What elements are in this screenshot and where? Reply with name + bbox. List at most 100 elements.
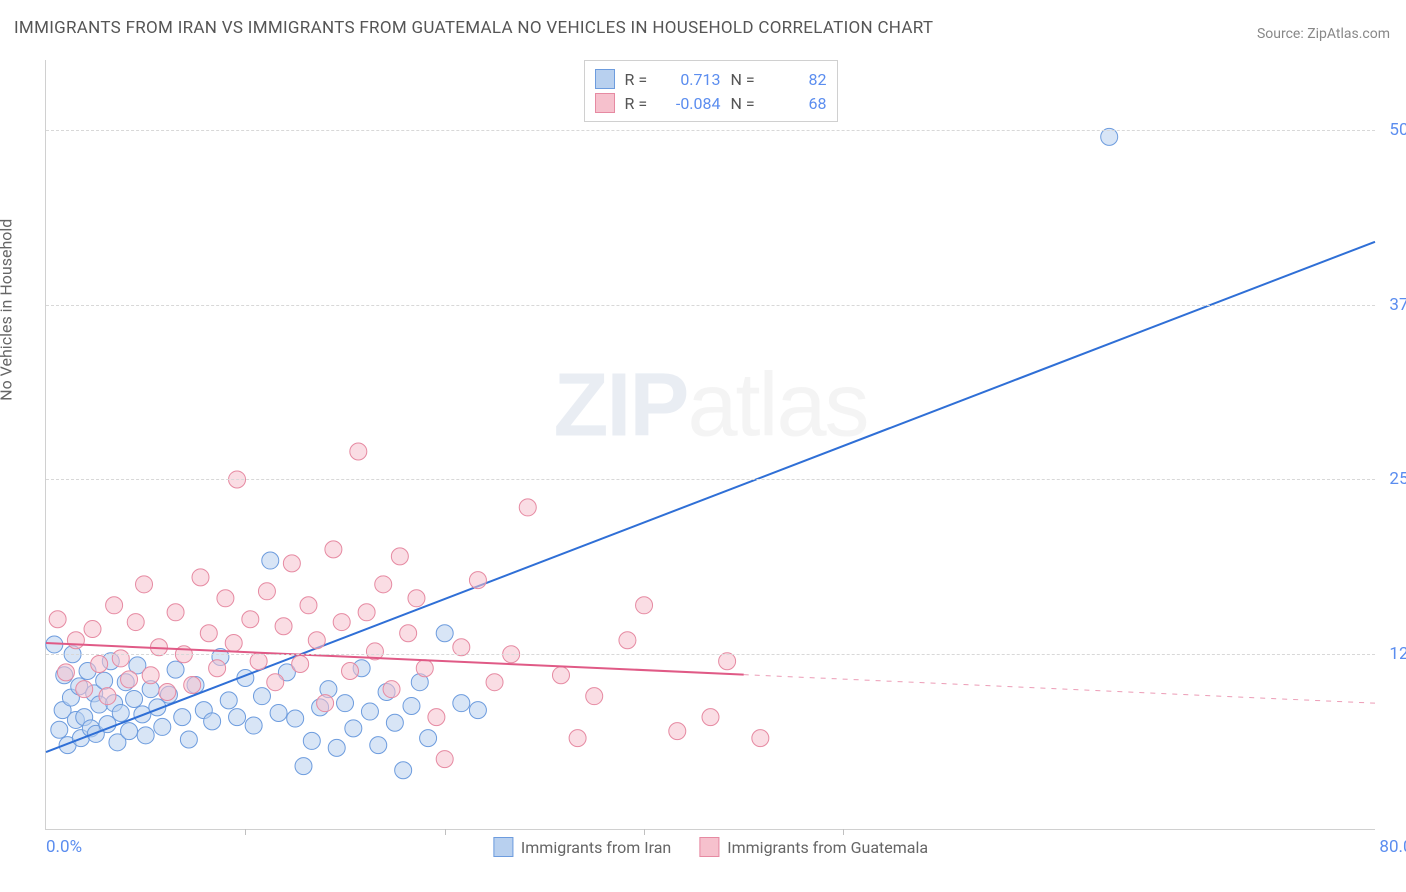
series-legend: Immigrants from Iran Immigrants from Gua… xyxy=(493,837,928,857)
data-point xyxy=(1101,128,1118,145)
data-point xyxy=(209,660,226,677)
data-point xyxy=(267,674,284,691)
data-point xyxy=(636,597,653,614)
data-point xyxy=(400,625,417,642)
data-point xyxy=(317,695,334,712)
data-point xyxy=(229,709,246,726)
data-point xyxy=(121,723,138,740)
data-point xyxy=(270,704,287,721)
data-point xyxy=(375,576,392,593)
y-tick-label: 37.5% xyxy=(1389,295,1406,315)
plot-area: ZIPatlas R = 0.713 N = 82 R = -0.084 N =… xyxy=(45,60,1375,830)
data-point xyxy=(552,667,569,684)
plot-svg xyxy=(46,60,1375,829)
data-point xyxy=(350,443,367,460)
data-point xyxy=(49,611,66,628)
data-point xyxy=(420,730,437,747)
data-point xyxy=(386,714,403,731)
data-point xyxy=(253,688,270,705)
data-point xyxy=(258,583,275,600)
data-point xyxy=(67,632,84,649)
corr-row-guatemala: R = -0.084 N = 68 xyxy=(595,91,827,115)
data-point xyxy=(51,721,68,738)
x-origin-label: 0.0% xyxy=(46,837,82,857)
data-point xyxy=(328,739,345,756)
data-point xyxy=(408,590,425,607)
data-point xyxy=(619,632,636,649)
data-point xyxy=(200,625,217,642)
x-tick-mark xyxy=(843,829,844,835)
data-point xyxy=(436,751,453,768)
data-point xyxy=(76,681,93,698)
data-point xyxy=(519,499,536,516)
data-point xyxy=(250,653,267,670)
source-label: Source: xyxy=(1257,26,1307,42)
chart-title: IMMIGRANTS FROM IRAN VS IMMIGRANTS FROM … xyxy=(14,18,933,38)
data-point xyxy=(428,709,445,726)
gridline xyxy=(46,654,1375,655)
data-point xyxy=(262,552,279,569)
y-tick-label: 25.0% xyxy=(1389,469,1406,489)
x-tick-mark xyxy=(245,829,246,835)
data-point xyxy=(174,709,191,726)
data-point xyxy=(142,667,159,684)
r-value-iran: 0.713 xyxy=(661,70,721,89)
data-point xyxy=(245,717,262,734)
r-label: R = xyxy=(625,70,651,89)
source-attribution: Source: ZipAtlas.com xyxy=(1257,26,1390,42)
y-tick-label: 50.0% xyxy=(1389,120,1406,140)
data-point xyxy=(486,674,503,691)
swatch-guatemala xyxy=(699,837,719,857)
data-point xyxy=(295,758,312,775)
data-point xyxy=(91,656,108,673)
data-point xyxy=(361,703,378,720)
data-point xyxy=(204,713,221,730)
data-point xyxy=(383,681,400,698)
data-point xyxy=(287,710,304,727)
data-point xyxy=(220,692,237,709)
n-value-iran: 82 xyxy=(767,70,827,89)
data-point xyxy=(184,676,201,693)
data-point xyxy=(159,683,176,700)
data-point xyxy=(192,569,209,586)
data-point xyxy=(345,720,362,737)
data-point xyxy=(303,732,320,749)
data-point xyxy=(669,723,686,740)
data-point xyxy=(469,702,486,719)
gridline xyxy=(46,305,1375,306)
data-point xyxy=(96,672,113,689)
data-point xyxy=(84,621,101,638)
data-point xyxy=(586,688,603,705)
data-point xyxy=(137,727,154,744)
data-point xyxy=(283,555,300,572)
n-label: N = xyxy=(731,70,757,89)
data-point xyxy=(300,597,317,614)
data-point xyxy=(167,604,184,621)
data-point xyxy=(242,611,259,628)
data-point xyxy=(292,656,309,673)
data-point xyxy=(180,731,197,748)
corr-row-iran: R = 0.713 N = 82 xyxy=(595,67,827,91)
data-point xyxy=(217,590,234,607)
data-point xyxy=(342,663,359,680)
data-point xyxy=(453,695,470,712)
trend-line-extrapolated xyxy=(744,675,1375,704)
data-point xyxy=(154,718,171,735)
x-tick-mark xyxy=(445,829,446,835)
data-point xyxy=(395,762,412,779)
data-point xyxy=(112,704,129,721)
data-point xyxy=(275,618,292,635)
data-point xyxy=(225,635,242,652)
data-point xyxy=(469,572,486,589)
x-max-label: 80.0% xyxy=(1379,837,1406,857)
source-link[interactable]: ZipAtlas.com xyxy=(1307,26,1390,42)
swatch-iran xyxy=(595,69,615,89)
data-point xyxy=(167,661,184,678)
legend-item-guatemala: Immigrants from Guatemala xyxy=(699,837,928,857)
data-point xyxy=(106,597,123,614)
gridline xyxy=(46,130,1375,131)
x-tick-mark xyxy=(644,829,645,835)
data-point xyxy=(325,541,342,558)
gridline xyxy=(46,479,1375,480)
data-point xyxy=(702,709,719,726)
